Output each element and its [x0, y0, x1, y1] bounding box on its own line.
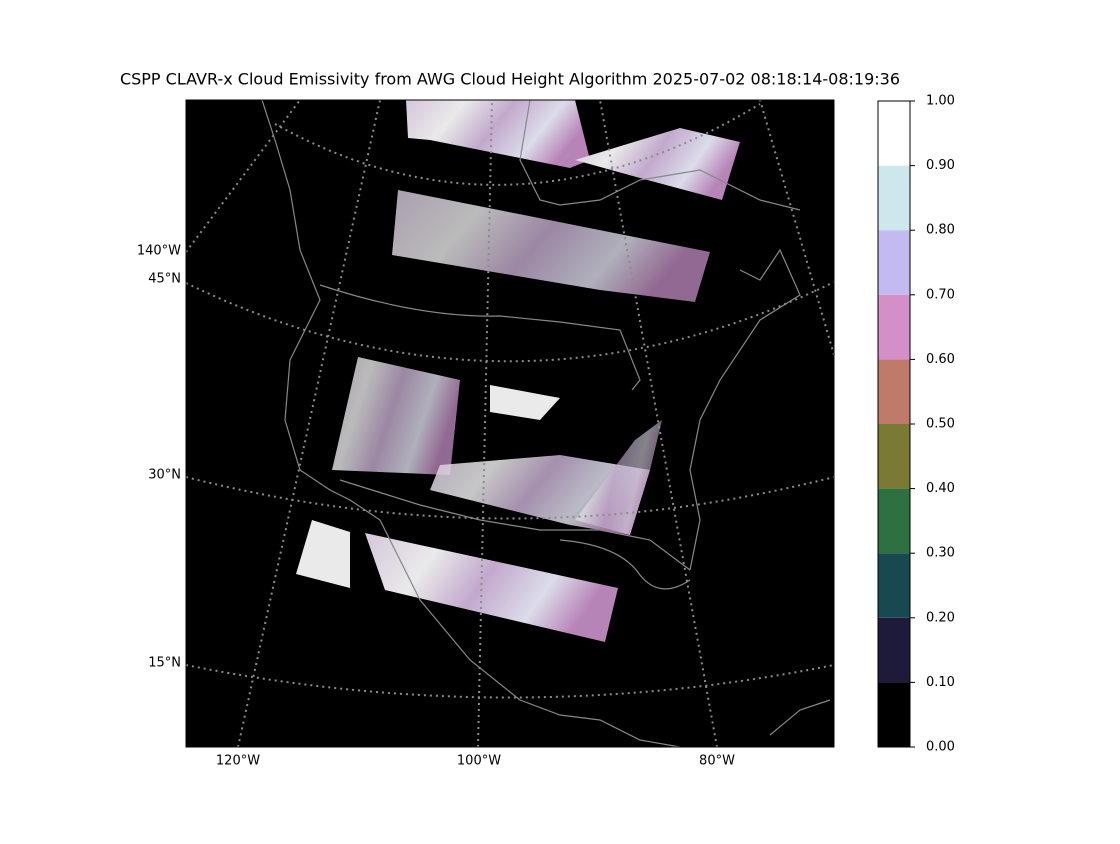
swath [575, 128, 740, 200]
colorbar-segment [878, 230, 910, 295]
swath [490, 385, 560, 420]
colorbar-tick-label: 0.00 [926, 740, 955, 755]
lon-label: 120°W [216, 754, 260, 769]
colorbar-tick-label: 0.20 [926, 610, 955, 625]
map-background [186, 100, 834, 747]
colorbar: 0.00 0.10 0.20 0.30 0.40 0.50 0.60 0.70 0.80 0.90… [877, 94, 955, 755]
graticule [185, 99, 835, 748]
colorbar-segment [878, 553, 910, 618]
swath [406, 100, 590, 168]
colorbar-tick-label: 0.90 [926, 158, 955, 173]
lat-label: 45°N [148, 272, 181, 287]
colorbar-tick-label: 1.00 [926, 94, 955, 109]
colorbar-segment [878, 359, 910, 424]
swath [332, 357, 460, 475]
lat-label: 15°N [148, 656, 181, 671]
swath [575, 420, 662, 535]
colorbar-tick-label: 0.30 [926, 546, 955, 561]
swath [365, 533, 618, 642]
colorbar-tick-label: 0.10 [926, 675, 955, 690]
map-labels: 120°W 100°W 80°W 140°W 45°N 30°N 15°N [137, 244, 735, 769]
lat-label: 140°W [137, 244, 181, 259]
colorbar-tick-label: 0.40 [926, 481, 955, 496]
colorbar-segment [878, 617, 910, 683]
lon-label: 80°W [699, 754, 735, 769]
colorbar-tick-label: 0.70 [926, 287, 955, 302]
colorbar-segment [878, 682, 910, 747]
colorbar-tick-label: 0.50 [926, 417, 955, 432]
colorbar-segment [878, 294, 910, 360]
swath [296, 520, 350, 588]
colorbar-segment [878, 101, 910, 166]
lon-label: 100°W [457, 754, 501, 769]
colorbar-segment [878, 488, 910, 554]
coastlines [261, 99, 831, 748]
map-frame [185, 99, 835, 748]
lat-label: 30°N [148, 468, 181, 483]
colorbar-tick-label: 0.60 [926, 352, 955, 367]
colorbar-tick-label: 0.80 [926, 223, 955, 238]
map [185, 99, 835, 748]
colorbar-segment [878, 424, 910, 489]
title: CSPP CLAVR-x Cloud Emissivity from AWG C… [120, 70, 900, 89]
colorbar-segment [878, 165, 910, 231]
